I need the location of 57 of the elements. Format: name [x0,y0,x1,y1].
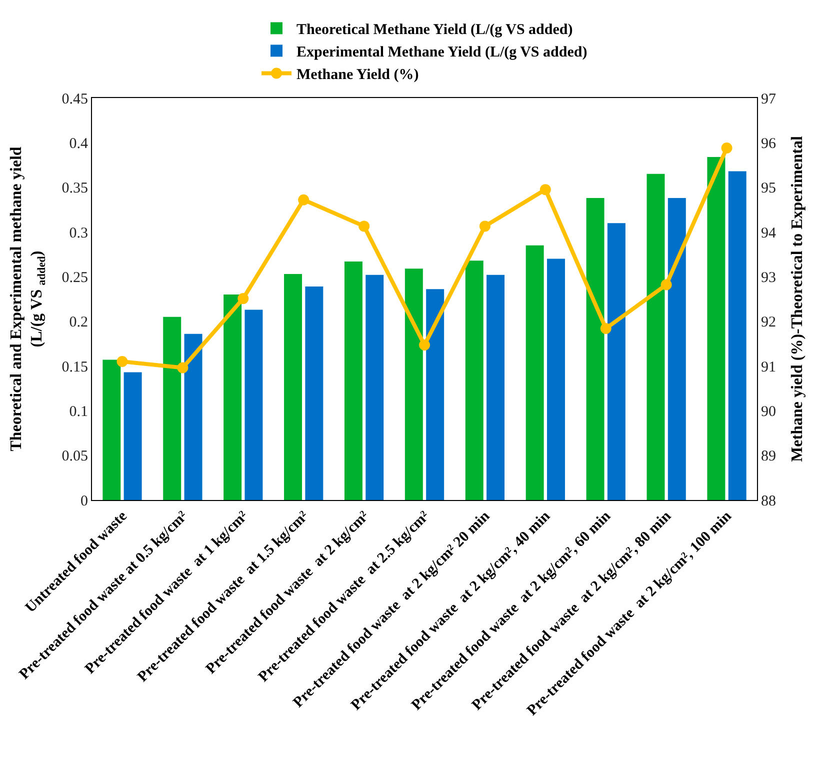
point [358,220,370,232]
y-tick-label: 0.3 [69,225,88,242]
y-tick-label: 0.25 [62,270,88,286]
bar [728,171,746,500]
bar [547,258,565,500]
y2-axis-title: Methane yield (%)-Theoretical to Experimental [789,136,806,462]
legend-label: Methane Yield (%) [296,67,419,84]
point [238,293,249,304]
y-tick-label: 0.2 [69,314,88,331]
legend-label: Experimental Methane Yield (L/(g VS added) [296,44,588,61]
bar [486,274,505,500]
y2-tick-label: 88 [761,493,776,510]
y2-tick-label: 95 [761,180,776,197]
bar [244,310,263,500]
y-tick-label: 0.35 [62,180,88,197]
y-tick-label: 0 [80,493,88,510]
bar [426,289,444,500]
bar [284,274,302,500]
bar [344,261,362,500]
point [721,142,732,154]
point [479,220,490,232]
y-tick-label: 0.05 [62,448,88,465]
y-tick-label: 0.15 [62,359,88,376]
bar [163,316,182,500]
bar [224,294,242,500]
point [660,279,672,290]
point [298,194,310,206]
bar [124,372,142,500]
y2-tick-label: 92 [761,314,776,331]
bar [646,174,665,500]
y2-tick-label: 93 [761,270,776,286]
y-tick-label: 0.1 [69,404,88,420]
bar [102,360,121,500]
y2-tick-label: 89 [761,448,776,465]
bar [305,286,324,500]
y2-tick-label: 91 [761,359,776,376]
y2-tick-label: 97 [761,91,776,108]
bar [707,156,726,500]
point [540,184,551,196]
bar [404,268,423,500]
bar [607,223,626,500]
bar [668,198,686,500]
bar [366,274,384,500]
y-tick-label: 0.4 [69,136,88,152]
bar [586,198,604,500]
y2-tick-label: 96 [761,136,776,152]
bar [184,334,202,500]
y-tick-label: 0.45 [62,91,88,108]
bar [526,245,544,500]
legend-label: Theoretical Methane Yield (L/(g VS added) [296,22,573,38]
point [419,340,430,351]
bar [465,260,484,500]
point [600,322,612,334]
y2-tick-label: 90 [761,404,776,420]
point [177,362,188,374]
y2-tick-label: 94 [761,225,776,242]
point [116,356,128,368]
